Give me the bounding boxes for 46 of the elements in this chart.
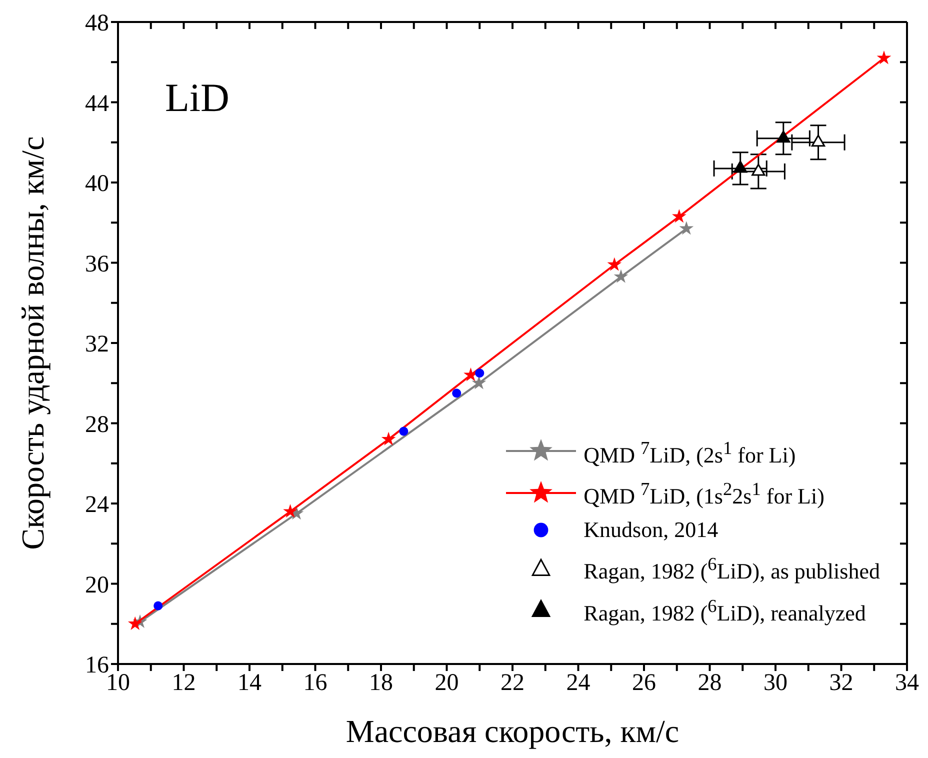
y-axis-title: Скорость ударной волны, км/с — [14, 136, 50, 550]
y-tick-label: 32 — [85, 332, 109, 358]
point — [876, 50, 892, 64]
point — [154, 601, 163, 610]
point — [733, 160, 748, 173]
y-tick-label: 44 — [85, 90, 109, 117]
y-tick-label: 28 — [85, 412, 109, 438]
point — [776, 130, 790, 143]
x-tick-label: 14 — [238, 670, 262, 696]
y-tick-label: 16 — [85, 652, 109, 679]
point — [283, 504, 298, 518]
legend-label: Ragan, 1982 ($^{6}$LiD), reanalyzed — [584, 594, 866, 628]
point — [128, 616, 142, 630]
point — [607, 257, 622, 271]
x-tick-label: 18 — [369, 670, 393, 696]
x-tick-label: 12 — [172, 670, 196, 696]
point — [811, 134, 826, 147]
y-tick-label: 24 — [85, 492, 109, 518]
y-tick-label: 48 — [85, 10, 109, 37]
point — [399, 426, 408, 436]
point — [752, 164, 766, 176]
legend-label: QMD $^{7}$LiD, (2s$^{1}$ for Li) — [584, 436, 796, 470]
point — [679, 221, 694, 235]
point — [381, 432, 396, 446]
x-tick-label: 20 — [434, 670, 459, 696]
x-axis-title: Массовая скорость, км/с — [346, 713, 680, 749]
x-tick-label: 16 — [303, 670, 328, 696]
x-tick-label: 32 — [829, 670, 854, 696]
legend-label: Ragan, 1982 ($^{6}$LiD), as published — [584, 553, 880, 586]
point — [475, 368, 484, 378]
x-tick-label: 22 — [500, 670, 524, 696]
point — [472, 376, 486, 390]
y-tick-label: 40 — [85, 171, 109, 198]
annotation: LiD — [165, 74, 230, 121]
x-tick-label: 24 — [566, 670, 590, 696]
x-tick-label: 34 — [895, 670, 919, 696]
x-tick-label: 30 — [764, 670, 788, 696]
y-tick-label: 20 — [85, 572, 109, 598]
legend-label: QMD $^{7}$LiD, (1s$^{2}$2s$^{1}$ for Li) — [584, 478, 824, 510]
point — [672, 209, 686, 223]
point — [614, 269, 628, 283]
x-tick-label: 28 — [698, 670, 722, 696]
point — [452, 388, 462, 398]
x-tick-label: 26 — [632, 670, 656, 696]
y-tick-label: 36 — [85, 251, 109, 278]
legend-label: Knudson, 2014 — [584, 516, 718, 544]
